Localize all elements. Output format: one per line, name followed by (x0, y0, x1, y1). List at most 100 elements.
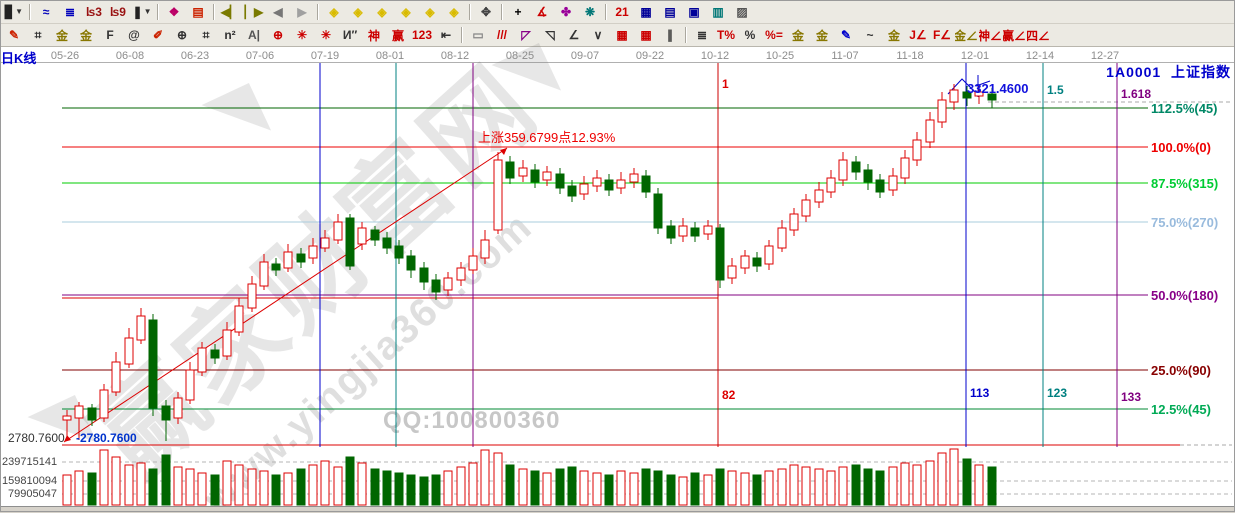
shen-icon[interactable]: 神 (367, 28, 380, 43)
calculator-icon[interactable]: ▦ (640, 4, 652, 19)
crosshair-icon[interactable]: + (514, 4, 522, 19)
fib-level-label: 100.0%(0) (1151, 140, 1211, 155)
arrow-ruler-icon[interactable]: ⇤ (440, 28, 452, 42)
f-angle-icon[interactable]: F∠ (932, 28, 952, 42)
measure-icon[interactable]: ∡ (536, 4, 548, 19)
marker-pen-icon[interactable]: ✎ (840, 28, 852, 42)
spiral-icon[interactable]: @ (128, 28, 140, 42)
fan-red-icon[interactable]: /// (496, 28, 507, 42)
si-angle-icon[interactable]: 四∠ (1027, 28, 1049, 43)
gold-angle-icon[interactable]: 金∠ (955, 28, 977, 43)
f-measure-icon[interactable]: F (106, 28, 114, 42)
date-axis-line (0, 62, 1235, 63)
n2-icon[interactable]: n² (224, 28, 236, 42)
fan-box2-icon[interactable]: ◹ (545, 28, 555, 42)
starburst-icon[interactable]: ✳ (296, 28, 308, 42)
info-panel-icon[interactable]: ≣ (64, 4, 76, 19)
toolbar-separator (469, 3, 471, 20)
scale-list-icon[interactable]: ≣ (696, 28, 708, 42)
toolbar-separator (501, 3, 503, 20)
date-tick: 08-25 (505, 50, 535, 62)
gann-number-label: 1.5 (1047, 83, 1064, 97)
fib-level-label: 12.5%(45) (1151, 402, 1211, 417)
percent-icon[interactable]: % (744, 28, 756, 42)
gold-underline-icon[interactable]: 金 (887, 28, 900, 43)
diamond-collapse-icon[interactable]: ◈ (401, 4, 411, 19)
gold-line-icon[interactable]: 金 (815, 28, 828, 43)
volume-axis-label: 159810094 (2, 475, 58, 487)
percent-tool-icon[interactable]: T% (717, 28, 735, 42)
candle-style-icon[interactable]: ❚ ▼ (132, 4, 152, 19)
magic-wand-icon[interactable]: ✤ (560, 4, 572, 19)
candlestick-plot[interactable] (0, 47, 1235, 506)
toolbar-separator (461, 27, 463, 43)
save-icon[interactable]: ▣ (688, 4, 700, 19)
brain-icon[interactable]: ❋ (584, 4, 596, 19)
ruler2-icon[interactable]: ⌗ (202, 27, 210, 42)
shen-angle-icon[interactable]: 神∠ (979, 28, 1001, 43)
export-icon[interactable]: ▥ (712, 4, 724, 19)
pen-knife-icon[interactable]: ✎ (8, 28, 20, 42)
pattern-icon[interactable]: ❖ (168, 4, 180, 19)
diamond-updown-icon[interactable]: ◈ (449, 4, 459, 19)
forward-icon[interactable]: ▶ (297, 4, 307, 19)
zigzag-dotted-icon[interactable]: ∨ (593, 28, 603, 42)
diamond-right-icon[interactable]: ◈ (353, 4, 363, 19)
ying-icon[interactable]: 赢 (391, 28, 404, 43)
gann-number-label: 1 (722, 77, 729, 91)
rise-annotation: 上涨359.6799点12.93% (478, 130, 616, 145)
diamond-left-icon[interactable]: ◈ (329, 4, 339, 19)
grid-arrow-icon[interactable]: ▦ (640, 28, 652, 42)
calendar-21-icon[interactable]: 21 (615, 4, 629, 19)
print-icon[interactable]: ▨ (736, 4, 748, 19)
brush-icon[interactable]: ✐ (152, 28, 164, 42)
indicator-chart-icon[interactable]: ▤ (192, 4, 204, 19)
bars-3-icon[interactable]: ʪ3 (86, 4, 102, 19)
angle-fan-icon[interactable]: ∠ (568, 28, 580, 42)
fib-level-label: 112.5%(45) (1151, 101, 1218, 116)
j-angle-icon[interactable]: J∠ (909, 28, 927, 42)
web-box-icon[interactable]: ✳ (320, 28, 332, 42)
wave-line-icon[interactable]: ~ (866, 28, 874, 42)
bars-9-icon[interactable]: ʪ9 (110, 4, 126, 19)
percent-line-icon[interactable]: %= (765, 28, 783, 42)
ruler-icon[interactable]: ⌗ (34, 27, 42, 42)
date-tick: 07-06 (245, 50, 275, 62)
grid-box-icon[interactable]: ▦ (616, 28, 628, 42)
chart-area[interactable]: 日K线 1A0001 上证指数 赢家财富网 www.yingjia360.com… (0, 29, 1235, 522)
gold-circle-icon[interactable]: 金 (791, 28, 804, 43)
toolbar-separator (317, 3, 319, 20)
go-last-icon[interactable]: ▏▶ (244, 4, 264, 19)
period-selector-icon[interactable]: ▊ ▼ (4, 4, 24, 19)
diamond-star-icon[interactable]: ◈ (425, 4, 435, 19)
gold-measure-icon[interactable]: 金 (55, 28, 68, 43)
toolbar-main: ▊ ▼ ≈ ≣ ʪ3 ʪ9 ❚ ▼ ❖ ▤ ◀▏ ▏▶ ◀ ▶ ◈ ◈ ◈ ◈ ◈ ◈ ✥ + ∡ ✤ ❋ 21 ▦ ▤ ▣ ▥ ▨ (0, 0, 1235, 24)
target-icon[interactable]: ⊕ (272, 28, 284, 42)
parallel-lines-icon[interactable]: ∥ (667, 28, 673, 42)
report-icon[interactable]: ▤ (664, 4, 676, 19)
gann-number-label: 123 (1047, 386, 1068, 400)
date-tick: 10-25 (765, 50, 795, 62)
fib-level-label: 25.0%(90) (1151, 363, 1211, 378)
wave-mark-icon[interactable]: И″ (342, 28, 358, 42)
ruler-123-icon[interactable]: 123 (411, 28, 433, 42)
gann-number-label: 133 (1121, 390, 1142, 404)
toolbar-separator (157, 3, 159, 20)
clock-measure-icon[interactable]: ⊕ (176, 28, 188, 42)
trend-overlay-icon[interactable]: ≈ (42, 4, 50, 19)
ying-angle-icon[interactable]: 赢∠ (1003, 28, 1025, 43)
gann-number-label: 113 (970, 386, 990, 400)
diamond-expand-icon[interactable]: ◈ (377, 4, 387, 19)
date-tick: 08-01 (375, 50, 405, 62)
period-label: 日K线 (1, 51, 37, 66)
date-tick: 11-07 (831, 50, 859, 62)
box-tool-icon[interactable]: ▭ (472, 28, 484, 42)
fib-level-label: 75.0%(270) (1151, 215, 1219, 230)
symbol-title: 1A0001 上证指数 (1106, 65, 1231, 79)
hand-icon[interactable]: ✥ (480, 4, 492, 19)
go-first-icon[interactable]: ◀▏ (220, 4, 240, 19)
gold-measure2-icon[interactable]: 金 (79, 28, 92, 43)
fan-box-icon[interactable]: ◸ (521, 28, 531, 42)
back-icon[interactable]: ◀ (273, 4, 283, 19)
mirror-icon[interactable]: A| (247, 28, 261, 42)
